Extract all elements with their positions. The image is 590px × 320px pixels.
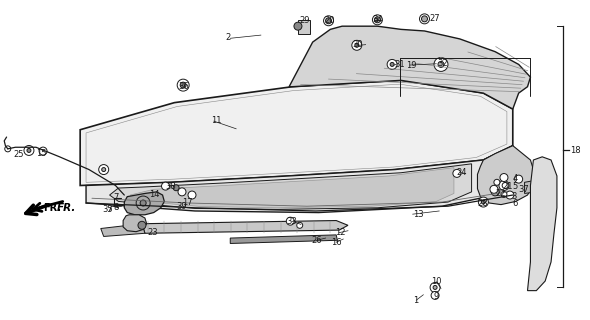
Polygon shape [289,26,530,109]
Circle shape [180,82,186,88]
Polygon shape [525,181,541,194]
Text: 36: 36 [178,82,189,91]
Circle shape [438,61,444,68]
Circle shape [101,168,106,172]
Text: 20: 20 [324,16,335,25]
Text: 21: 21 [502,182,513,191]
Text: 8: 8 [114,203,119,212]
Circle shape [387,60,397,69]
Circle shape [39,147,47,155]
Circle shape [506,191,514,199]
Text: 12: 12 [335,228,346,237]
Circle shape [294,22,302,30]
Text: 32: 32 [437,59,448,68]
Circle shape [5,146,11,152]
Circle shape [431,292,439,300]
Text: 15: 15 [36,149,47,158]
Text: 4: 4 [513,174,518,183]
Circle shape [421,16,428,22]
Text: 27: 27 [429,14,440,23]
Circle shape [162,182,169,190]
Text: 29: 29 [300,16,310,25]
Text: 30: 30 [353,40,363,49]
Circle shape [352,40,362,50]
Circle shape [453,169,461,177]
Polygon shape [477,146,533,204]
Text: 1: 1 [413,296,418,305]
Circle shape [433,285,437,289]
Polygon shape [130,168,454,208]
Text: 24: 24 [456,168,467,177]
Circle shape [286,217,294,225]
Text: 33: 33 [287,217,297,226]
Text: 3: 3 [512,192,517,201]
Circle shape [478,197,489,207]
Circle shape [419,14,430,24]
Text: FR.: FR. [43,204,61,213]
Circle shape [481,200,486,204]
Circle shape [27,148,31,152]
Text: 7: 7 [114,193,119,202]
Text: FR.: FR. [57,203,76,213]
Text: 22: 22 [495,189,506,198]
Text: 13: 13 [413,210,424,219]
Circle shape [494,179,500,185]
Text: 9: 9 [433,292,438,301]
Circle shape [430,283,440,292]
Circle shape [138,221,146,229]
Circle shape [491,188,499,196]
Polygon shape [86,146,513,212]
Circle shape [500,173,508,181]
Text: 26: 26 [312,236,322,245]
Text: 19: 19 [406,60,416,69]
Text: 2: 2 [225,33,231,42]
Text: 18: 18 [571,146,581,155]
Circle shape [375,17,381,23]
Polygon shape [527,157,557,291]
Polygon shape [298,20,310,34]
Text: 14: 14 [149,189,159,199]
Text: 17: 17 [182,197,192,206]
Circle shape [177,79,189,91]
Circle shape [297,222,303,228]
Circle shape [501,191,507,197]
Polygon shape [142,220,348,233]
Text: 28: 28 [477,199,488,208]
Circle shape [326,18,332,24]
Circle shape [499,180,509,190]
Text: 39: 39 [176,202,186,211]
Circle shape [140,200,146,206]
Circle shape [173,185,179,191]
Circle shape [390,62,394,67]
Text: 37: 37 [519,185,529,194]
Circle shape [372,15,382,25]
Text: 35: 35 [102,204,113,213]
Circle shape [323,16,333,26]
Text: 16: 16 [332,238,342,247]
Circle shape [355,43,359,47]
Circle shape [188,191,196,199]
Text: 23: 23 [148,228,159,237]
Text: 11: 11 [211,116,221,125]
Text: 5: 5 [513,182,518,191]
Circle shape [99,164,109,174]
Text: 10: 10 [431,277,442,286]
Text: 31: 31 [394,60,405,69]
Polygon shape [124,192,165,215]
Polygon shape [123,215,147,232]
Text: 25: 25 [14,150,24,159]
Text: 6: 6 [513,199,518,208]
Text: 34: 34 [373,15,384,24]
Polygon shape [110,164,471,209]
Polygon shape [101,224,145,236]
Circle shape [24,146,34,156]
Circle shape [434,58,448,71]
Polygon shape [230,235,337,244]
Circle shape [178,188,186,196]
Circle shape [502,182,508,188]
Circle shape [490,185,498,193]
Polygon shape [80,80,513,186]
Text: 38: 38 [166,182,176,191]
Circle shape [514,175,523,183]
